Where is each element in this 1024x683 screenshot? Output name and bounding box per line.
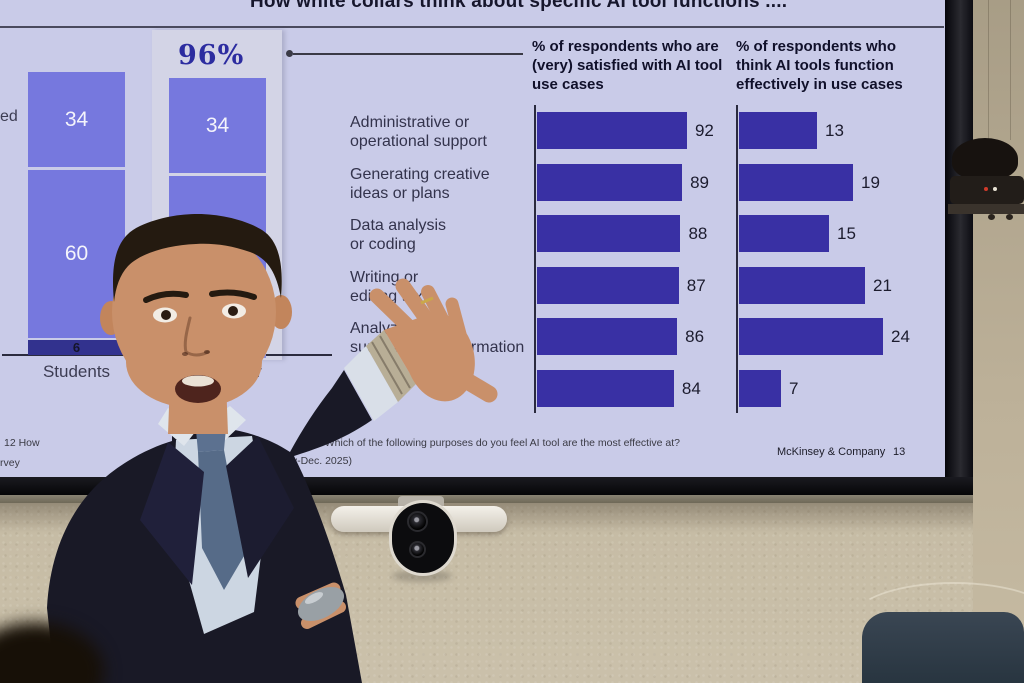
- wall-seam: [1010, 0, 1011, 140]
- wall-panel-right: [973, 0, 1024, 683]
- wall-seam: [988, 0, 989, 140]
- effective-bar: 13: [739, 112, 844, 149]
- effective-bar: 21: [739, 266, 892, 304]
- clicker-finger-1: [295, 582, 341, 610]
- stacked-bar-bottom-segment: [169, 344, 266, 359]
- stacked-bar-segment: 60: [28, 169, 125, 338]
- presentation-slide: How white collars think about specific A…: [0, 0, 945, 477]
- stacked-bar-bottom-segment: 6: [28, 340, 125, 356]
- bar-value: 92: [694, 121, 714, 140]
- title-underline: [0, 26, 944, 28]
- bar-value: 86: [685, 327, 705, 346]
- ptz-camera-shelf: [948, 204, 1024, 214]
- clicker-finger-2: [301, 601, 346, 629]
- bar-value: 89: [690, 172, 709, 192]
- segment-value: 6: [72, 340, 81, 356]
- satisfied-bar: 87: [537, 266, 706, 304]
- bar-value: 24: [891, 327, 910, 346]
- slide-title: How white collars think about specific A…: [250, 0, 788, 12]
- category-label: Writing or editing text: [350, 268, 428, 305]
- category-label: Generating creative ideas or plans: [350, 165, 490, 202]
- satisfied-chart-axis: [534, 105, 536, 413]
- footnote2-date-fragment: ov-Dec. 2025): [286, 455, 352, 467]
- callout-96-percent: 96%: [178, 40, 245, 71]
- x-axis-label: Students: [42, 362, 111, 381]
- stacked-bar-segment: [169, 175, 266, 342]
- satisfied-chart-title: % of respondents who are (very) satisfie…: [532, 38, 723, 93]
- display-screen: How white collars think about specific A…: [0, 0, 945, 477]
- satisfied-bar: 88: [537, 215, 707, 252]
- satisfied-bar: 89: [537, 163, 709, 201]
- footnote-fragment-left: 12 How: [4, 437, 40, 449]
- screen-bezel-bottom: [0, 477, 973, 495]
- ptz-red-led-icon: [984, 187, 988, 191]
- presenter-clicker-hand: [295, 582, 346, 629]
- segment-value: 34: [205, 113, 230, 137]
- chair-back: [862, 612, 1024, 683]
- slide-page-number: 13: [893, 446, 906, 458]
- camera-pod-shadow: [392, 570, 452, 582]
- stacked-bar-segment: 34: [169, 78, 266, 174]
- camera-lens-top-icon: [407, 511, 428, 532]
- satisfied-bar: 92: [537, 112, 714, 149]
- bar-value: 19: [861, 172, 880, 192]
- camera-pod: [389, 500, 457, 576]
- bar-value: 21: [873, 275, 892, 295]
- effective-bar: 19: [739, 163, 880, 201]
- presentation-clicker: [297, 586, 345, 622]
- effective-bar: 7: [739, 369, 798, 407]
- foreground-blur-dark: [0, 622, 104, 683]
- bar-value: 88: [688, 224, 708, 243]
- legend-label-fragment: ed: [0, 108, 18, 125]
- effective-bar: 24: [739, 318, 910, 355]
- category-label: Data analysis or coding: [350, 217, 447, 254]
- ptz-white-led-icon: [993, 187, 997, 191]
- segment-value: 60: [64, 241, 89, 265]
- footnote-question: 3 Which of the following purposes do you…: [316, 437, 681, 449]
- category-label: Analyzing or summarizing information: [350, 320, 525, 357]
- ptz-shelf-knob: [988, 214, 995, 220]
- mckinsey-logo-text: McKinsey & Company: [777, 446, 886, 458]
- clicker-highlight: [304, 592, 324, 604]
- callout-connector-dot: [286, 50, 293, 57]
- ptz-shelf-knob: [1006, 214, 1013, 220]
- callout-connector-line: [293, 53, 523, 55]
- effective-chart-title: % of respondents who think AI tools func…: [736, 38, 903, 93]
- effective-bar: 15: [739, 215, 856, 252]
- ptz-camera-head: [952, 138, 1018, 180]
- category-label: Administrative or operational support: [350, 114, 487, 151]
- stacked-bar-segment: 34: [28, 72, 125, 168]
- bar-value: 13: [825, 121, 844, 140]
- bar-value: 7: [789, 378, 799, 398]
- students-vs-whitecollar-chart: 34 60 6 Students 34 White collar: [0, 0, 340, 400]
- screen-bezel-right: [945, 0, 973, 496]
- wall-curve-line: [852, 582, 1024, 656]
- segment-value: 34: [64, 107, 89, 131]
- satisfied-bar: 86: [537, 318, 704, 355]
- satisfied-bar: 84: [537, 369, 701, 407]
- bar-value: 84: [681, 378, 701, 398]
- bar-value: 15: [837, 224, 856, 243]
- footnote2-fragment-left: rvey: [0, 457, 20, 469]
- x-axis-label: White collar: [173, 362, 262, 381]
- ptz-camera-body: [950, 176, 1024, 204]
- bar-value: 87: [686, 275, 706, 295]
- screen-bezel-lip: [0, 495, 973, 503]
- camera-lens-bottom-icon: [409, 541, 426, 558]
- effective-chart-axis: [736, 105, 738, 413]
